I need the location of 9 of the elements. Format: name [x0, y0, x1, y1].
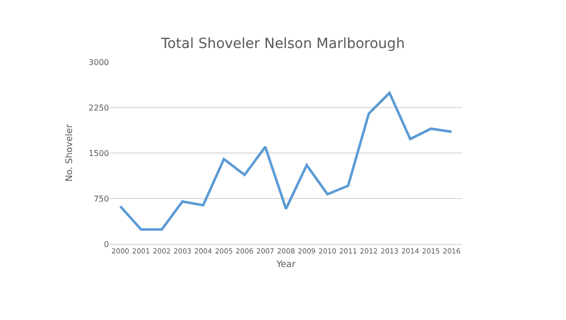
- line-series: [119, 92, 453, 231]
- y-tick-label: 1500: [88, 148, 109, 158]
- y-tick-label: 3000: [88, 58, 109, 67]
- y-tick-label: 750: [94, 194, 109, 204]
- y-tick-label: 2250: [88, 103, 109, 112]
- chart-title: Total Shoveler Nelson Marlborough: [160, 36, 405, 52]
- x-axis-title: Year: [275, 260, 296, 270]
- y-tick-label: 0: [104, 240, 109, 249]
- y-axis-title: No. Shoveler: [64, 124, 75, 182]
